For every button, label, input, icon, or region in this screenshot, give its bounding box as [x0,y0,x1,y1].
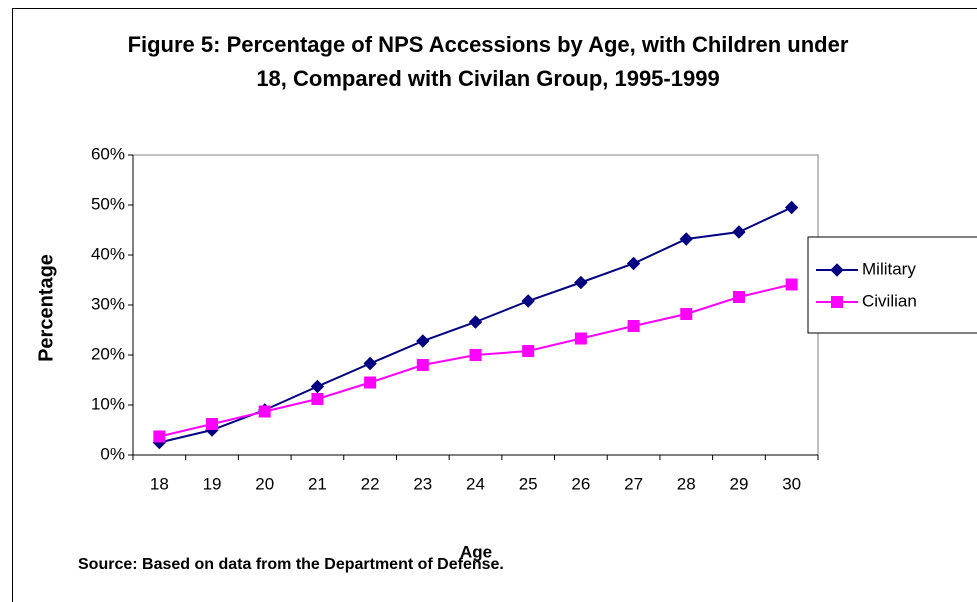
y-tick-label: 30% [91,294,125,313]
x-axis-label: Age [460,542,492,561]
data-point [364,376,377,389]
data-point [574,332,587,345]
data-point [206,418,219,430]
data-point [521,294,535,308]
x-tick-label: 27 [624,474,643,493]
data-point [522,345,535,357]
x-tick-label: 20 [255,474,274,493]
data-point [627,320,640,332]
data-point [469,349,482,361]
data-point [732,291,745,303]
data-point [311,393,324,405]
y-axis-label: Percentage [35,254,57,362]
x-tick-label: 26 [571,474,590,493]
data-point [310,379,325,394]
y-tick-label: 0% [100,444,125,463]
chart-title: Figure 5: Percentage of NPS Accessions b… [127,32,849,91]
x-tick-label: 30 [782,474,801,493]
x-tick-label: 28 [677,474,696,493]
x-tick-label: 29 [730,474,749,493]
y-tick-label: 20% [91,344,125,363]
legend-label: Civilian [862,291,917,310]
data-point [416,334,430,348]
data-point [679,232,693,246]
data-point [153,430,166,443]
x-tick-label: 24 [466,474,485,493]
y-tick-label: 10% [91,394,125,413]
x-tick-label: 23 [413,474,432,493]
data-point [680,308,693,320]
data-point [468,315,483,329]
data-point [416,359,429,371]
y-tick-label: 50% [91,194,125,213]
data-point [574,275,588,290]
y-tick-label: 60% [91,144,125,163]
data-point [784,200,799,215]
x-tick-label: 22 [361,474,380,493]
legend-marker [830,263,844,277]
x-tick-label: 18 [150,474,169,493]
data-point [732,225,746,239]
data-point [258,405,271,418]
data-point [626,256,641,271]
x-tick-label: 19 [203,474,222,493]
x-tick-label: 21 [308,474,327,493]
legend-label: Military [862,259,916,278]
x-tick-label: 25 [519,474,538,493]
legend-marker [831,296,843,308]
data-point [785,278,798,291]
data-point [363,356,377,371]
chart-border [12,8,977,602]
legend-box [807,236,977,334]
y-tick-label: 40% [91,244,125,263]
source-note: Source: Based on data from the Departmen… [78,556,504,573]
